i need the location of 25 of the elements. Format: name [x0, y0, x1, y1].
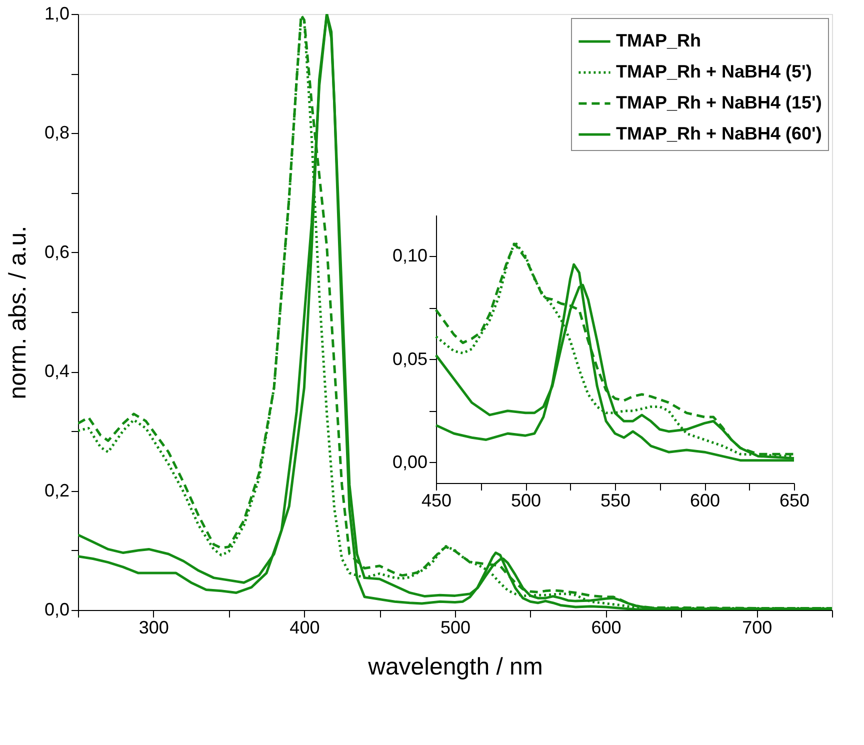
- x-tick-label: 600: [591, 618, 622, 638]
- legend-label: TMAP_Rh + NaBH4 (5'): [616, 62, 812, 82]
- x-tick-label: 600: [690, 490, 720, 510]
- y-tick-label: 0,6: [44, 242, 70, 262]
- x-tick-label: 550: [600, 490, 631, 510]
- legend-label: TMAP_Rh: [616, 30, 701, 50]
- y-tick-label: 0,00: [392, 452, 428, 472]
- y-tick-label: 0,2: [44, 480, 70, 500]
- x-tick-label: 700: [742, 618, 772, 638]
- x-tick-label: 500: [440, 618, 471, 638]
- y-tick-label: 1,0: [44, 4, 70, 24]
- y-tick-label: 0,05: [392, 348, 428, 369]
- x-tick-label: 650: [779, 490, 810, 510]
- y-tick-label: 0,8: [44, 122, 70, 143]
- legend-label: TMAP_Rh + NaBH4 (60'): [616, 124, 822, 144]
- legend-label: TMAP_Rh + NaBH4 (15'): [616, 92, 822, 112]
- x-tick-label: 400: [290, 618, 320, 638]
- x-tick-label: 300: [138, 618, 169, 638]
- x-axis-title: wavelength / nm: [367, 654, 543, 680]
- y-tick-label: 0,4: [44, 361, 70, 382]
- y-tick-label: 0,0: [44, 600, 70, 620]
- y-tick-label: 0,10: [392, 246, 428, 266]
- x-tick-label: 500: [510, 490, 542, 510]
- y-axis-title: norm. abs. / a.u.: [4, 226, 32, 400]
- x-tick-label: 450: [421, 490, 452, 510]
